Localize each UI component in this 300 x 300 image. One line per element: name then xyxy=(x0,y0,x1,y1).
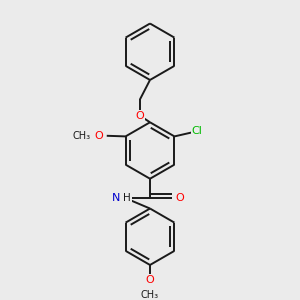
Text: CH₃: CH₃ xyxy=(73,131,91,141)
Text: N: N xyxy=(112,193,120,203)
Text: O: O xyxy=(95,131,103,141)
Text: O: O xyxy=(176,193,184,203)
Text: H: H xyxy=(123,193,131,203)
Text: CH₃: CH₃ xyxy=(141,290,159,300)
Text: Cl: Cl xyxy=(192,126,203,136)
Text: O: O xyxy=(136,111,144,121)
Text: O: O xyxy=(146,275,154,285)
